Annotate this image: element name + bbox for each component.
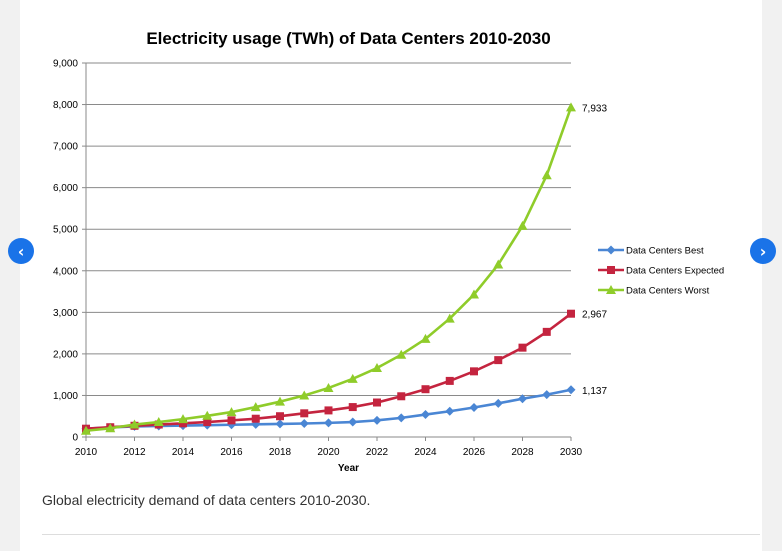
data-point-data-centers-worst xyxy=(81,425,91,435)
data-point-data-centers-worst xyxy=(226,407,237,417)
data-point-data-centers-worst xyxy=(347,373,358,383)
data-point-data-centers-worst xyxy=(469,289,479,299)
chevron-right-icon: › xyxy=(759,241,767,261)
data-point-data-centers-worst xyxy=(275,396,285,406)
data-point-data-centers-expected xyxy=(179,419,187,428)
end-value-label-data-centers-best: 1,137 xyxy=(582,386,607,397)
y-tick-label: 4,000 xyxy=(53,266,78,277)
chart-title: Electricity usage (TWh) of Data Centers … xyxy=(146,29,550,48)
chevron-left-icon: ‹ xyxy=(17,241,25,261)
data-point-data-centers-best xyxy=(299,418,309,428)
data-point-data-centers-expected xyxy=(373,398,381,407)
y-tick-label: 0 xyxy=(72,433,78,444)
data-point-data-centers-worst xyxy=(202,410,213,420)
content-card: Electricity usage (TWh) of Data Centers … xyxy=(20,0,762,551)
legend-marker-data-centers-best xyxy=(606,245,616,255)
data-point-data-centers-worst xyxy=(420,333,431,343)
y-tick-label: 8,000 xyxy=(53,100,78,111)
data-point-data-centers-worst xyxy=(372,363,382,373)
data-point-data-centers-best xyxy=(396,413,406,423)
data-point-data-centers-best xyxy=(324,418,333,428)
y-tick-label: 3,000 xyxy=(53,308,78,319)
data-point-data-centers-expected xyxy=(203,418,212,427)
data-point-data-centers-best xyxy=(469,402,479,412)
data-point-data-centers-expected xyxy=(324,406,333,415)
x-tick-label: 2022 xyxy=(366,447,389,458)
data-point-data-centers-best xyxy=(348,417,358,427)
y-tick-label: 5,000 xyxy=(53,225,78,236)
data-point-data-centers-expected xyxy=(251,414,260,423)
x-tick-label: 2016 xyxy=(220,447,243,458)
data-point-data-centers-best xyxy=(421,410,430,420)
data-point-data-centers-worst xyxy=(396,349,407,359)
data-point-data-centers-worst xyxy=(299,390,310,400)
end-value-label-data-centers-worst: 7,933 xyxy=(582,103,607,114)
y-tick-label: 7,000 xyxy=(53,142,78,153)
series-line-data-centers-worst xyxy=(85,106,573,433)
data-point-data-centers-worst xyxy=(129,419,140,429)
chart-container: Electricity usage (TWh) of Data Centers … xyxy=(20,0,762,480)
previous-slide-button[interactable]: ‹ xyxy=(8,238,34,264)
legend-label-data-centers-worst: Data Centers Worst xyxy=(626,286,710,297)
divider xyxy=(42,534,760,535)
x-tick-label: 2028 xyxy=(511,447,534,458)
legend-label-data-centers-expected: Data Centers Expected xyxy=(626,266,724,277)
end-value-label-data-centers-expected: 2,967 xyxy=(582,310,607,321)
data-point-data-centers-best xyxy=(566,385,576,395)
line-chart: Electricity usage (TWh) of Data Centers … xyxy=(53,29,724,474)
next-slide-button[interactable]: › xyxy=(750,238,776,264)
x-tick-label: 2024 xyxy=(414,447,437,458)
data-point-data-centers-worst xyxy=(323,382,334,392)
data-point-data-centers-expected xyxy=(348,403,357,412)
data-point-data-centers-best xyxy=(518,394,527,404)
data-point-data-centers-worst xyxy=(105,423,116,433)
data-point-data-centers-worst xyxy=(250,402,261,412)
y-tick-label: 1,000 xyxy=(53,391,78,402)
data-point-data-centers-expected xyxy=(445,376,454,385)
x-tick-label: 2012 xyxy=(123,447,146,458)
x-tick-label: 2010 xyxy=(75,447,98,458)
x-tick-label: 2018 xyxy=(269,447,292,458)
x-axis-label: Year xyxy=(338,463,359,474)
data-point-data-centers-worst xyxy=(153,417,164,427)
x-tick-label: 2030 xyxy=(560,447,583,458)
data-point-data-centers-best xyxy=(542,390,552,400)
data-point-data-centers-best xyxy=(445,406,455,416)
data-point-data-centers-expected xyxy=(397,392,406,401)
x-tick-label: 2026 xyxy=(463,447,486,458)
data-point-data-centers-expected xyxy=(227,416,236,425)
legend-label-data-centers-best: Data Centers Best xyxy=(626,246,704,257)
chart-caption: Global electricity demand of data center… xyxy=(42,492,371,508)
data-point-data-centers-expected xyxy=(300,409,309,418)
y-tick-label: 2,000 xyxy=(53,349,78,360)
legend-marker-data-centers-expected xyxy=(607,266,615,274)
legend-marker-data-centers-worst xyxy=(606,285,616,294)
data-point-data-centers-best xyxy=(275,419,285,429)
data-point-data-centers-expected xyxy=(567,309,575,318)
data-point-data-centers-worst xyxy=(566,102,576,112)
data-point-data-centers-worst xyxy=(178,414,188,424)
x-tick-label: 2014 xyxy=(172,447,195,458)
data-point-data-centers-best xyxy=(493,398,503,408)
data-point-data-centers-expected xyxy=(470,367,478,376)
y-tick-label: 6,000 xyxy=(53,183,78,194)
data-point-data-centers-expected xyxy=(518,343,527,352)
data-point-data-centers-expected xyxy=(542,327,551,336)
data-point-data-centers-expected xyxy=(494,356,503,365)
data-point-data-centers-expected xyxy=(276,412,284,421)
y-tick-label: 9,000 xyxy=(53,59,78,70)
x-tick-label: 2020 xyxy=(317,447,340,458)
data-point-data-centers-worst xyxy=(517,220,528,230)
data-point-data-centers-worst xyxy=(444,313,455,323)
data-point-data-centers-worst xyxy=(541,170,552,180)
data-point-data-centers-expected xyxy=(421,385,430,394)
data-point-data-centers-best xyxy=(372,415,382,425)
data-point-data-centers-worst xyxy=(493,259,504,269)
